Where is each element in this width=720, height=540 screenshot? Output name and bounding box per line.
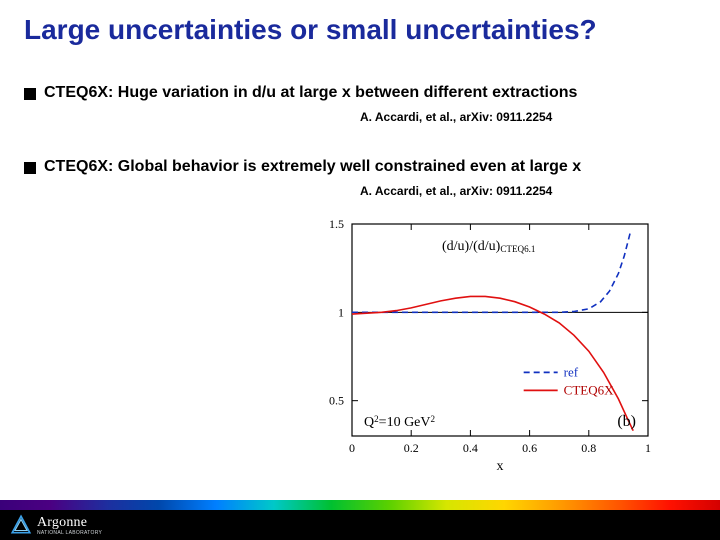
bullet-text-0: CTEQ6X: Huge variation in d/u at large x… [44, 84, 577, 102]
svg-text:0.2: 0.2 [404, 441, 419, 455]
svg-text:1: 1 [338, 305, 344, 319]
svg-text:CTEQ6X: CTEQ6X [564, 382, 614, 397]
footer-bar: Argonne NATIONAL LABORATORY [0, 510, 720, 540]
svg-text:(d/u)/(d/u)CTEQ6.1: (d/u)/(d/u)CTEQ6.1 [442, 239, 535, 254]
argonne-delta-icon [10, 514, 32, 536]
argonne-logo: Argonne NATIONAL LABORATORY [10, 514, 102, 536]
ratio-chart: 0 0.2 0.4 0.6 0.8 1 0.5 1 1.5 (d/u)/(d/u)CTEQ6.1 x… [300, 210, 660, 470]
svg-text:1.5: 1.5 [329, 217, 344, 231]
svg-text:0.8: 0.8 [581, 441, 596, 455]
svg-text:0.6: 0.6 [522, 441, 537, 455]
argonne-logo-subtext: NATIONAL LABORATORY [37, 530, 102, 536]
argonne-logo-text: Argonne [37, 515, 102, 531]
bullet-marker [24, 162, 36, 174]
svg-text:Q2=10 GeV2: Q2=10 GeV2 [364, 414, 436, 430]
citation-1: A. Accardi, et al., arXiv: 0911.2254 [360, 184, 552, 198]
bullet-marker [24, 88, 36, 100]
svg-text:x: x [497, 459, 504, 470]
svg-text:0: 0 [349, 441, 355, 455]
svg-text:(b): (b) [617, 413, 636, 430]
svg-text:0.4: 0.4 [463, 441, 478, 455]
svg-text:ref: ref [564, 364, 579, 379]
footer-rainbow-bar [0, 500, 720, 510]
bullet-row-1: CTEQ6X: Global behavior is extremely wel… [24, 158, 581, 176]
citation-0: A. Accardi, et al., arXiv: 0911.2254 [360, 110, 552, 124]
bullet-row-0: CTEQ6X: Huge variation in d/u at large x… [24, 84, 577, 102]
bullet-text-1: CTEQ6X: Global behavior is extremely wel… [44, 158, 581, 176]
svg-text:0.5: 0.5 [329, 394, 344, 408]
slide-title: Large uncertainties or small uncertainti… [24, 14, 597, 46]
svg-text:1: 1 [645, 441, 651, 455]
